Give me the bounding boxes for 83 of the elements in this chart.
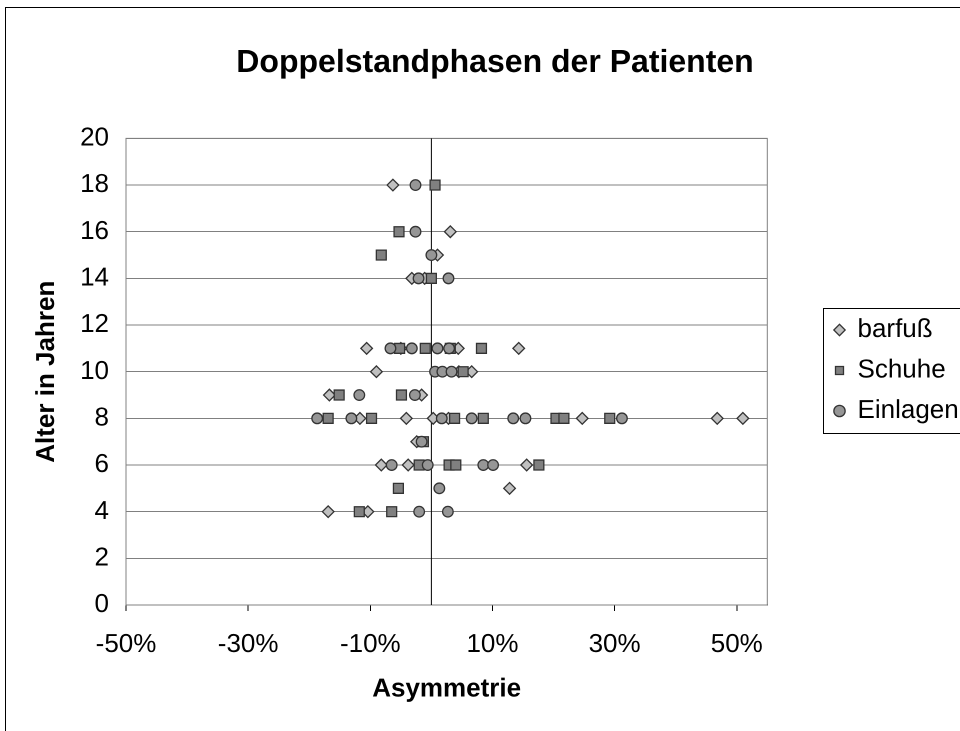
point [353, 389, 366, 401]
point [433, 482, 446, 494]
point [478, 412, 489, 424]
point [429, 179, 441, 191]
legend-label: Schuhe [858, 354, 946, 384]
point [410, 179, 422, 192]
point [736, 412, 750, 425]
point [512, 342, 526, 355]
point [616, 412, 628, 424]
point [450, 459, 462, 471]
y-tick-label: 18 [80, 168, 109, 198]
point [426, 272, 437, 284]
point [386, 459, 398, 471]
x-axis-title: Asymmetrie [372, 672, 522, 703]
point [393, 226, 405, 238]
point [422, 459, 434, 471]
point [370, 365, 383, 378]
x-tick-label: 50% [710, 628, 763, 658]
point [392, 482, 404, 494]
y-tick-label: 8 [94, 402, 109, 432]
point [360, 342, 374, 355]
x-tick-label: -30% [218, 628, 279, 658]
y-tick-label: 10 [80, 354, 109, 385]
point [558, 412, 570, 424]
y-tick-label: 0 [94, 588, 109, 618]
legend-label: Einlagen [858, 394, 959, 424]
point [322, 388, 336, 402]
y-tick-label: 4 [94, 494, 109, 525]
x-tick-label: -10% [340, 628, 401, 658]
point [374, 458, 388, 472]
point [386, 178, 400, 192]
point [311, 412, 324, 424]
point [520, 458, 534, 472]
y-axis-title: Alter in Jahren [30, 280, 60, 463]
point [448, 412, 460, 424]
point [406, 342, 418, 354]
point [322, 505, 335, 518]
point [402, 458, 415, 472]
chart-title: Doppelstandphasen der Patienten [236, 43, 754, 80]
y-tick-label: 14 [80, 262, 109, 292]
point [604, 412, 616, 424]
point [487, 459, 500, 471]
point [386, 506, 398, 518]
legend-label: barfuß [858, 313, 933, 344]
point [476, 342, 488, 354]
y-tick-label: 6 [94, 448, 109, 478]
point [412, 272, 425, 284]
y-tick-label: 2 [94, 542, 109, 572]
point [503, 482, 516, 495]
y-tick-label: 16 [80, 214, 109, 245]
point [410, 226, 422, 238]
y-tick-label: 12 [80, 308, 109, 338]
point [354, 506, 365, 518]
point [384, 342, 396, 354]
point [366, 412, 378, 424]
point [444, 225, 457, 238]
point [507, 412, 520, 424]
point [446, 366, 458, 378]
point [458, 366, 469, 378]
y-tick-label: 20 [80, 122, 109, 152]
point [432, 342, 444, 354]
point [376, 249, 387, 261]
x-tick-label: -50% [96, 628, 156, 658]
x-tick-label: 10% [466, 628, 518, 658]
point [442, 506, 454, 518]
point [420, 342, 431, 354]
point [477, 459, 490, 471]
point [710, 412, 724, 425]
point [533, 459, 544, 471]
point [413, 506, 426, 518]
point [396, 389, 408, 401]
x-tick-label: 30% [588, 628, 641, 658]
point [466, 412, 478, 424]
point [345, 412, 358, 424]
point [334, 389, 345, 401]
point [425, 249, 438, 261]
point [436, 412, 448, 424]
point [576, 412, 589, 425]
point [519, 412, 532, 424]
point [400, 412, 413, 425]
point [408, 389, 421, 401]
point [442, 272, 454, 284]
point [322, 412, 334, 424]
